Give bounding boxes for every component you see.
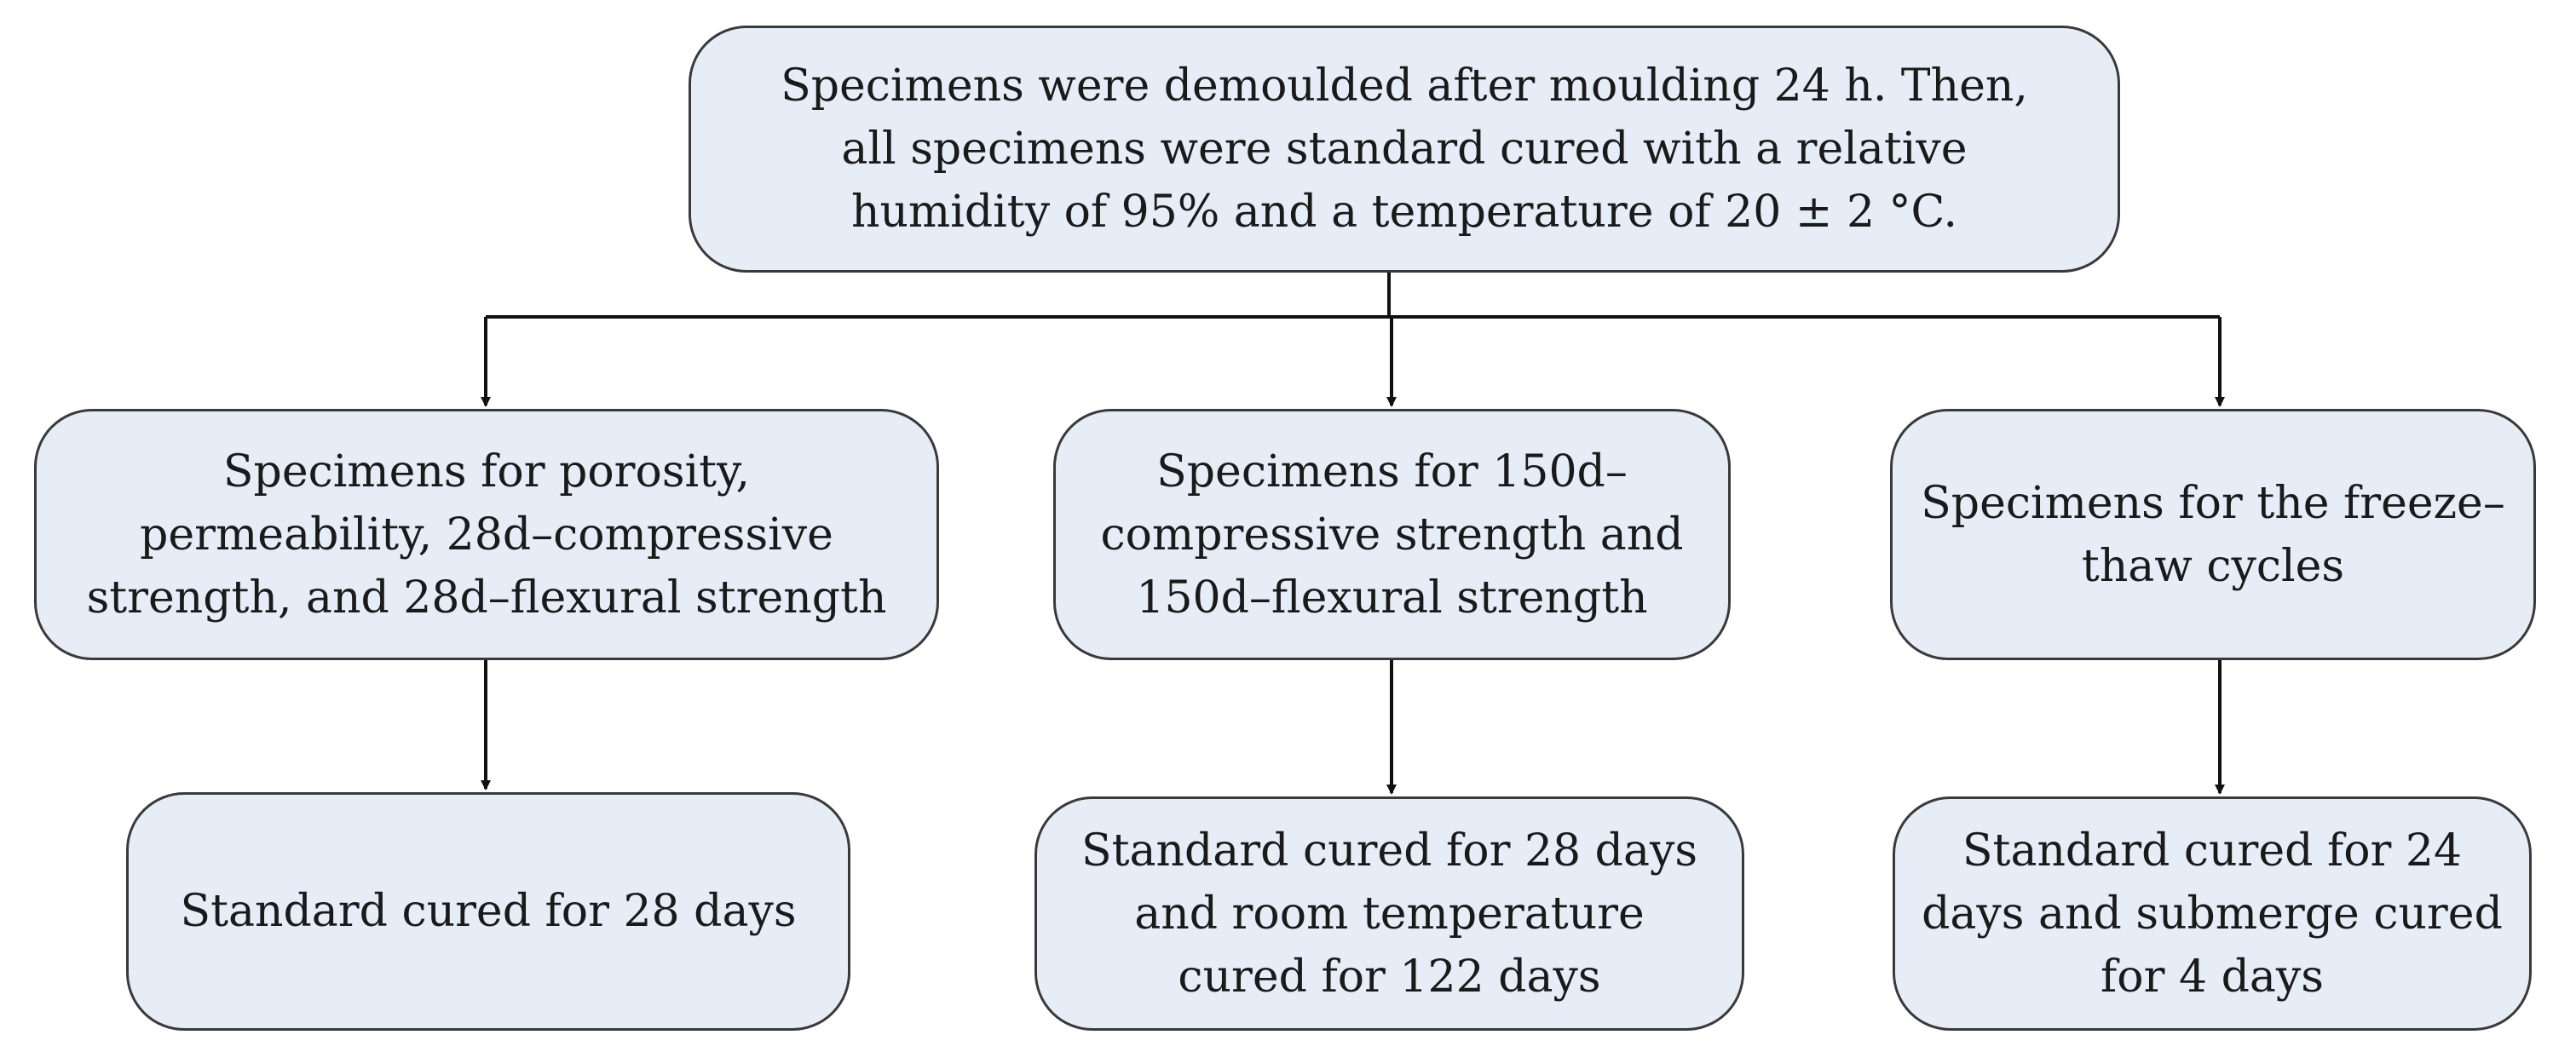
150d-strength-specimens-box: Specimens for 150d– compressive strength… [1053,409,1731,660]
curing-28-days-text: Standard cured for 28 days [180,886,797,937]
curing-28-plus-122-days-box: Standard cured for 28 days and room temp… [1034,796,1744,1031]
porosity-specimens-box: Specimens for porosity, permeability, 28… [34,409,939,660]
freeze-thaw-specimens-box: Specimens for the freeze– thaw cycles [1890,409,2536,660]
porosity-specimens-text: Specimens for porosity, permeability, 28… [86,446,887,624]
curing-28-plus-122-days-text: Standard cured for 28 days and room temp… [1081,825,1698,1003]
curing-24-plus-4-days-text: Standard cured for 24 days and submerge … [1922,825,2503,1003]
demoulding-curing-text: Specimens were demoulded after moulding … [781,60,2028,238]
demoulding-curing-box: Specimens were demoulded after moulding … [689,26,2120,273]
curing-28-days-box: Standard cured for 28 days [126,792,850,1031]
150d-strength-specimens-text: Specimens for 150d– compressive strength… [1100,446,1684,624]
curing-24-plus-4-days-box: Standard cured for 24 days and submerge … [1893,796,2532,1031]
freeze-thaw-specimens-text: Specimens for the freeze– thaw cycles [1921,477,2505,592]
